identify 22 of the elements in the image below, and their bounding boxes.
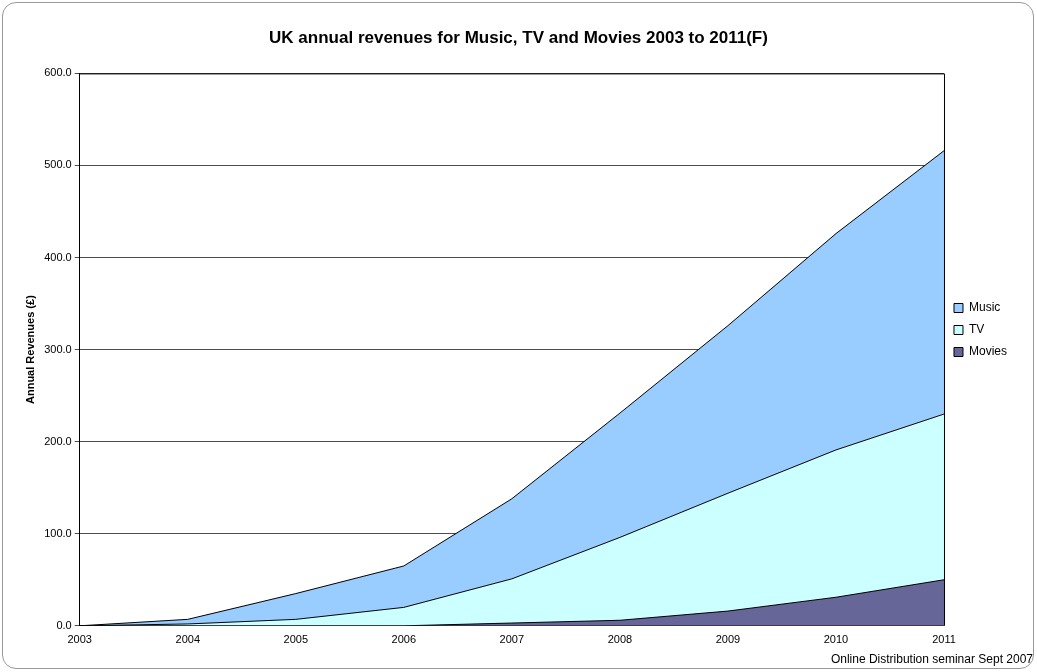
x-tick-label: 2003: [67, 633, 92, 646]
text: Online Distribution seminar Sept 2007: [830, 652, 1033, 666]
x-tick-label: 2011: [932, 633, 956, 646]
y-tick-label: 400.0: [44, 250, 72, 263]
legend-label: Movies: [968, 344, 1008, 359]
x-tick-label: 2007: [499, 633, 525, 646]
x-tick-label: 2005: [283, 633, 309, 646]
legend-label: Music: [968, 300, 1001, 315]
y-tick-label: 200.0: [44, 434, 72, 447]
x-tick-label: 2004: [175, 633, 200, 646]
x-tick-label: 2009: [715, 633, 741, 646]
y-axis-title: Annual Revenues (£): [23, 294, 36, 405]
y-tick-label: 100.0: [44, 526, 72, 539]
x-tick-label: 2008: [607, 633, 633, 646]
y-tick-label: 300.0: [44, 342, 72, 355]
y-tick-label: 500.0: [44, 158, 72, 171]
chart-title: UK annual revenues for Music, TV and Movies 2003 to 2011(F): [269, 27, 768, 47]
y-tick-label: 600.0: [44, 66, 72, 79]
y-tick-label: 0.0: [56, 618, 72, 631]
x-tick-label: 2006: [391, 633, 417, 646]
x-tick-label: 2010: [823, 633, 849, 646]
legend-label: TV: [968, 322, 985, 337]
